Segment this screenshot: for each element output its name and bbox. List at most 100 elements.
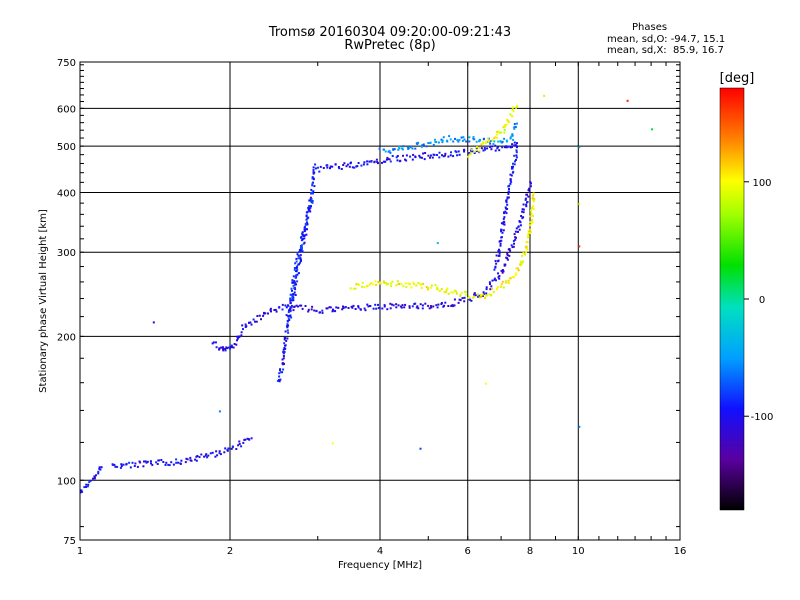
- data-point: [496, 286, 499, 288]
- data-point: [288, 314, 291, 317]
- colorbar: [719, 87, 745, 511]
- data-point: [512, 239, 515, 242]
- data-point: [511, 115, 513, 118]
- data-point: [468, 298, 471, 301]
- data-point: [296, 268, 299, 271]
- data-point: [532, 208, 535, 211]
- data-point: [438, 151, 441, 154]
- data-point: [391, 303, 393, 306]
- data-point: [189, 456, 192, 459]
- data-point: [521, 260, 524, 263]
- data-point: [465, 140, 468, 143]
- data-point: [498, 277, 501, 280]
- data-point: [505, 212, 508, 215]
- data-point: [478, 150, 481, 153]
- data-point: [505, 207, 507, 210]
- data-point: [186, 458, 189, 461]
- data-point: [531, 221, 534, 224]
- data-point: [500, 285, 503, 288]
- data-point: [363, 307, 366, 310]
- data-point: [310, 198, 313, 200]
- y-tick-label: 500: [57, 142, 76, 153]
- data-point: [442, 155, 445, 158]
- data-point: [283, 362, 285, 365]
- data-point: [468, 140, 471, 143]
- data-point: [93, 476, 96, 479]
- data-point: [513, 144, 516, 147]
- data-point: [263, 311, 265, 314]
- data-point: [383, 304, 386, 307]
- data-point: [89, 479, 92, 482]
- data-point: [220, 346, 223, 349]
- data-point: [503, 216, 506, 219]
- data-point: [514, 160, 516, 163]
- data-point: [441, 139, 444, 142]
- data-point: [179, 462, 182, 465]
- data-point: [436, 306, 439, 309]
- data-point: [299, 254, 302, 257]
- data-point: [311, 184, 314, 187]
- data-point: [329, 165, 332, 168]
- data-point: [160, 459, 163, 461]
- data-point: [513, 126, 515, 129]
- data-point: [522, 216, 525, 219]
- data-point: [293, 305, 296, 308]
- data-point: [340, 168, 343, 170]
- data-point: [499, 242, 502, 245]
- data-point: [318, 170, 321, 173]
- data-point: [461, 297, 464, 300]
- data-point: [156, 463, 159, 465]
- data-point: [215, 450, 218, 453]
- data-point: [503, 264, 506, 267]
- data-point: [491, 279, 494, 282]
- data-point: [343, 162, 346, 165]
- data-point: [301, 231, 304, 234]
- data-point: [501, 280, 504, 283]
- data-point: [473, 296, 476, 298]
- data-point: [279, 368, 282, 371]
- data-point: [386, 308, 389, 311]
- data-point: [498, 275, 501, 277]
- data-point: [237, 444, 240, 447]
- data-point: [80, 489, 83, 492]
- data-point: [286, 325, 288, 328]
- data-point: [233, 343, 236, 345]
- data-point: [455, 151, 458, 154]
- data-point: [331, 442, 334, 445]
- data-point: [389, 151, 392, 154]
- data-point: [250, 323, 253, 326]
- data-point: [285, 314, 288, 317]
- data-point: [310, 188, 313, 191]
- data-point: [120, 465, 123, 468]
- data-point: [491, 139, 494, 142]
- data-point: [410, 286, 413, 289]
- data-point: [119, 466, 122, 469]
- data-point: [578, 425, 581, 428]
- data-point: [331, 165, 334, 168]
- data-point: [235, 448, 238, 450]
- data-point: [482, 142, 485, 145]
- data-point: [407, 282, 410, 285]
- data-point: [425, 286, 428, 289]
- data-point: [196, 455, 199, 457]
- data-point: [136, 465, 139, 468]
- data-point: [527, 232, 530, 235]
- data-point: [218, 347, 221, 350]
- data-point: [437, 303, 440, 306]
- data-point: [438, 290, 441, 292]
- data-point: [287, 315, 290, 318]
- data-point: [478, 294, 481, 297]
- data-point: [414, 302, 417, 305]
- data-point: [532, 200, 535, 203]
- data-point: [500, 222, 503, 225]
- data-point: [494, 265, 497, 268]
- data-point: [357, 306, 360, 309]
- data-point: [532, 205, 535, 207]
- data-point: [529, 221, 532, 224]
- data-point: [531, 207, 534, 209]
- data-point: [419, 303, 422, 306]
- data-point: [522, 211, 525, 214]
- data-point: [498, 250, 501, 253]
- data-point: [321, 309, 324, 312]
- data-point: [469, 152, 472, 155]
